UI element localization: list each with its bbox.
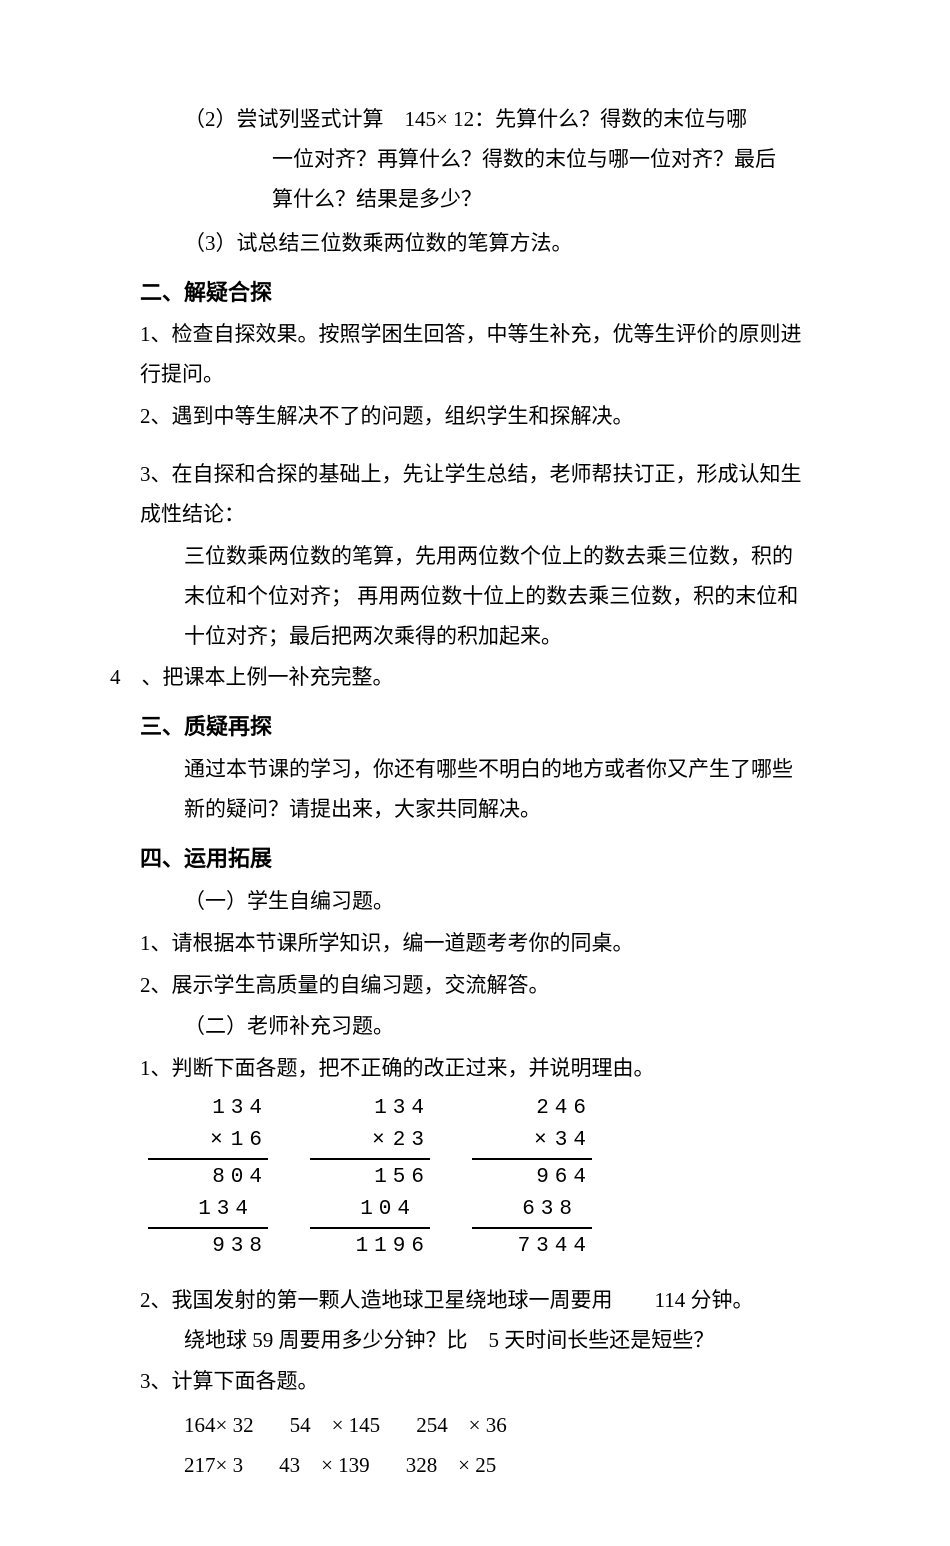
calc2-r2: 104 [360, 1194, 430, 1226]
document-body: （2）尝试列竖式计算 145× 12：先算什么？得数的末位与哪 一位对齐？再算什… [140, 100, 810, 1486]
calc-col-3: 246 × 34 964 638 7344 [472, 1093, 592, 1263]
calc1-mult: × 16 [210, 1125, 268, 1157]
calc3-line1 [472, 1158, 592, 1160]
problems-row-2: 217× 3 43 × 139 328 × 25 [140, 1446, 810, 1486]
calc1-mult-val: 16 [231, 1129, 268, 1152]
section4-heading: 四、运用拓展 [140, 838, 810, 880]
mult-icon: × [210, 1129, 223, 1152]
calc3-r1: 964 [536, 1162, 592, 1194]
section2-p1: 1、检查自探效果。按照学困生回答，中等生补充，优等生评价的原则进行提问。 [140, 315, 810, 395]
section4-sub2-p3: 3、计算下面各题。 [140, 1362, 810, 1402]
prob-r2-c3: 328 × 25 [406, 1446, 497, 1486]
calc3-r2: 638 [522, 1194, 592, 1226]
calc3-ans: 7344 [518, 1231, 592, 1263]
calc1-ans: 938 [212, 1231, 268, 1263]
section3-p1: 通过本节课的学习，你还有哪些不明白的地方或者你又产生了哪些新的疑问？请提出来，大… [140, 750, 810, 830]
calc2-mult: × 23 [372, 1125, 430, 1157]
mult-icon: × [534, 1129, 547, 1152]
prob-r2-c1: 217× 3 [184, 1446, 243, 1486]
section3-heading: 三、质疑再探 [140, 706, 810, 748]
calc-col-1: 134 × 16 804 134 938 [148, 1093, 268, 1263]
calc2-r1: 156 [374, 1162, 430, 1194]
section4-sub2-p2b: 绕地球 59 周要用多少分钟？比 5 天时间长些还是短些？ [140, 1321, 810, 1361]
section2-p3: 3、在自探和合探的基础上，先让学生总结，老师帮扶订正，形成认知生成性结论： [140, 455, 810, 535]
calc2-mult-val: 23 [393, 1129, 430, 1152]
calc1-line2 [148, 1227, 268, 1229]
calc3-line2 [472, 1227, 592, 1229]
section4-sub1-p1: 1、请根据本节课所学知识，编一道题考考你的同桌。 [140, 924, 810, 964]
section2-p2: 2、遇到中等生解决不了的问题，组织学生和探解决。 [140, 397, 810, 437]
section1-item2-line3: 算什么？结果是多少？ [140, 180, 810, 220]
calc3-top: 246 [536, 1093, 592, 1125]
calc2-line2 [310, 1227, 430, 1229]
calc1-line1 [148, 1158, 268, 1160]
section4-sub1-head: （一）学生自编习题。 [140, 882, 810, 922]
section1-item3: （3）试总结三位数乘两位数的笔算方法。 [140, 224, 810, 264]
section4-sub2-head: （二）老师补充习题。 [140, 1007, 810, 1047]
calc2-ans: 1196 [356, 1231, 430, 1263]
vertical-calc-block: 134 × 16 804 134 938 134 × 23 156 104 1196… [140, 1093, 810, 1263]
mult-icon: × [372, 1129, 385, 1152]
problems-row-1: 164× 32 54 × 145 254 × 36 [140, 1406, 810, 1446]
section4-sub2-p1: 1、判断下面各题，把不正确的改正过来，并说明理由。 [140, 1049, 810, 1089]
prob-r1-c3: 254 × 36 [416, 1406, 507, 1446]
calc-col-2: 134 × 23 156 104 1196 [310, 1093, 430, 1263]
section2-p4: 4 、把课本上例一补充完整。 [110, 658, 810, 698]
calc3-mult: × 34 [534, 1125, 592, 1157]
section1-item2-line1: （2）尝试列竖式计算 145× 12：先算什么？得数的末位与哪 [140, 100, 810, 140]
prob-r1-c2: 54 × 145 [290, 1406, 381, 1446]
section2-heading: 二、解疑合探 [140, 272, 810, 314]
calc2-line1 [310, 1158, 430, 1160]
calc1-r2: 134 [198, 1194, 268, 1226]
section4-sub2-p2a: 2、我国发射的第一颗人造地球卫星绕地球一周要用 114 分钟。 [140, 1281, 810, 1321]
section1-item2-line2: 一位对齐？再算什么？得数的末位与哪一位对齐？最后 [140, 140, 810, 180]
prob-r1-c1: 164× 32 [184, 1406, 254, 1446]
calc1-r1: 804 [212, 1162, 268, 1194]
calc3-mult-val: 34 [555, 1129, 592, 1152]
calc1-top: 134 [212, 1093, 268, 1125]
section4-sub1-p2: 2、展示学生高质量的自编习题，交流解答。 [140, 966, 810, 1006]
calc2-top: 134 [374, 1093, 430, 1125]
section2-p3-sub: 三位数乘两位数的笔算，先用两位数个位上的数去乘三位数，积的末位和个位对齐； 再用… [140, 537, 810, 657]
prob-r2-c2: 43 × 139 [279, 1446, 370, 1486]
